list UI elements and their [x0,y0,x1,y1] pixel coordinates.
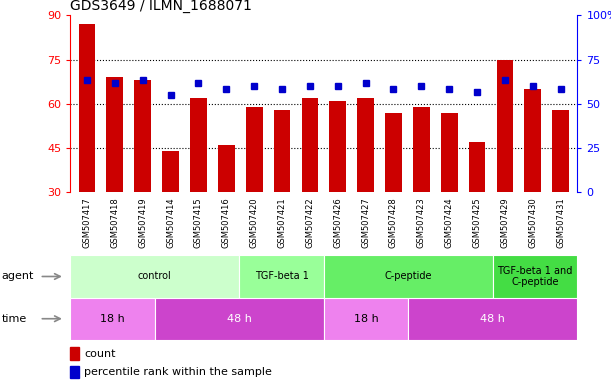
Bar [552,109,569,280]
Bar [385,113,402,280]
Text: GSM507424: GSM507424 [445,197,454,248]
Bar [155,298,324,340]
Bar [106,77,123,280]
Text: count: count [84,349,116,359]
Text: 48 h: 48 h [480,314,505,324]
Text: GSM507423: GSM507423 [417,197,426,248]
Text: GSM507422: GSM507422 [306,197,315,248]
Text: 48 h: 48 h [227,314,252,324]
Bar [79,24,95,280]
Bar [70,347,79,360]
Text: GSM507416: GSM507416 [222,197,231,248]
Bar [524,89,541,280]
Text: GSM507427: GSM507427 [361,197,370,248]
Bar [497,60,513,280]
Bar [302,98,318,280]
Text: GSM507415: GSM507415 [194,197,203,248]
Bar [134,80,151,280]
Text: GSM507421: GSM507421 [277,197,287,248]
Bar [324,255,493,298]
Bar [469,142,486,280]
Text: agent: agent [2,271,34,281]
Text: GSM507418: GSM507418 [111,197,119,248]
Bar [413,107,430,280]
Bar [162,151,179,280]
Text: GSM507420: GSM507420 [250,197,258,248]
Text: GSM507428: GSM507428 [389,197,398,248]
Bar [357,98,374,280]
Text: GSM507417: GSM507417 [82,197,92,248]
Bar [218,145,235,280]
Bar [70,255,240,298]
Bar [240,255,324,298]
Bar [408,298,577,340]
Text: time: time [2,314,27,324]
Text: TGF-beta 1 and
C-peptide: TGF-beta 1 and C-peptide [497,266,573,287]
Bar [493,255,577,298]
Text: GSM507425: GSM507425 [472,197,481,248]
Bar [441,113,458,280]
Text: GDS3649 / ILMN_1688071: GDS3649 / ILMN_1688071 [70,0,252,13]
Bar [190,98,207,280]
Text: TGF-beta 1: TGF-beta 1 [255,271,309,281]
Bar [246,107,263,280]
Text: GSM507431: GSM507431 [556,197,565,248]
Bar [274,109,290,280]
Text: percentile rank within the sample: percentile rank within the sample [84,367,273,377]
Text: GSM507426: GSM507426 [333,197,342,248]
Text: GSM507419: GSM507419 [138,197,147,248]
Text: 18 h: 18 h [354,314,378,324]
Text: GSM507429: GSM507429 [500,197,510,248]
Bar [329,101,346,280]
Text: 18 h: 18 h [100,314,125,324]
Bar [70,366,79,378]
Text: GSM507414: GSM507414 [166,197,175,248]
Bar [324,298,408,340]
Text: C-peptide: C-peptide [384,271,432,281]
Text: control: control [138,271,172,281]
Bar [70,298,155,340]
Text: GSM507430: GSM507430 [529,197,537,248]
